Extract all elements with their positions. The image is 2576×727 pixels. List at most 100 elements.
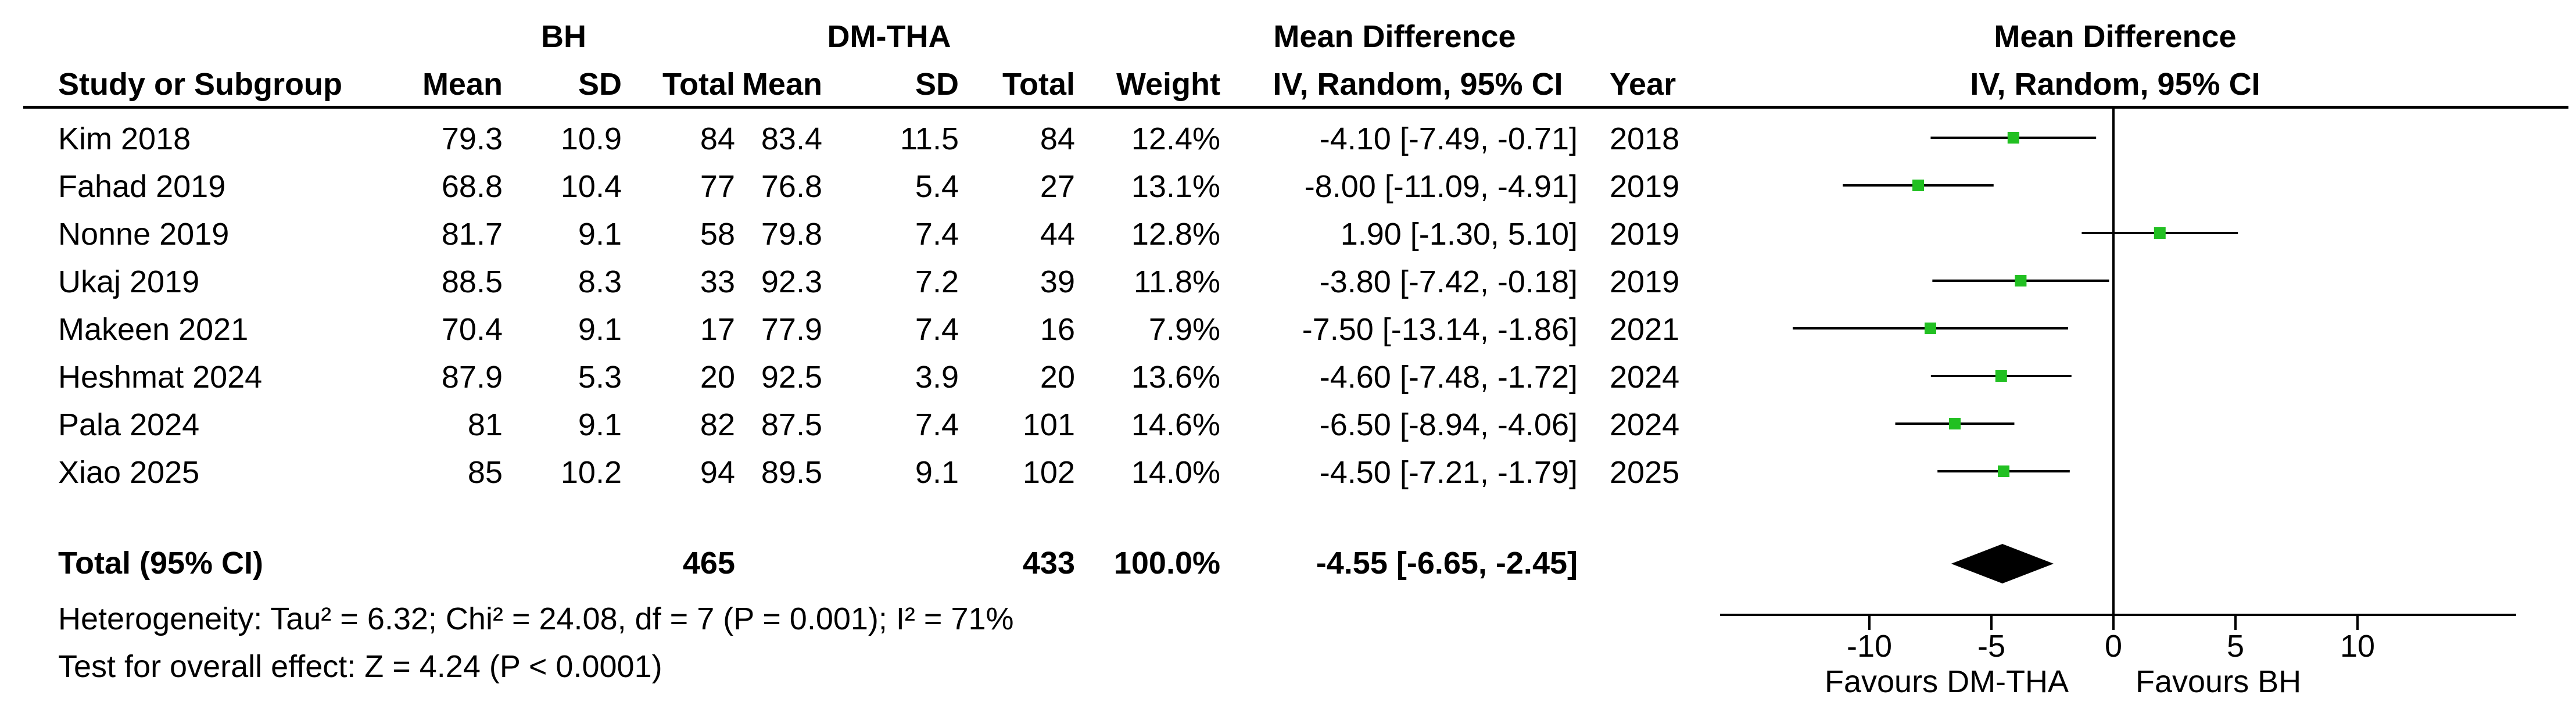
- cell-sd-bh: 10.4: [560, 169, 622, 204]
- cell-mean-dm: 92.3: [761, 264, 822, 299]
- cell-sd-dm: 9.1: [915, 455, 959, 490]
- cell-mean-dm: 79.8: [761, 217, 822, 252]
- cell-ci-text: -4.10 [-7.49, -0.71]: [1319, 121, 1578, 156]
- cell-total-dm: 44: [1040, 217, 1075, 252]
- study-point: [1949, 418, 1961, 429]
- cell-weight: 13.1%: [1131, 169, 1220, 204]
- cell-mean-dm: 87.5: [761, 407, 822, 442]
- cell-total-dm: 84: [1040, 121, 1075, 156]
- total-weight: 100.0%: [1113, 546, 1220, 581]
- x-tick-label: 10: [2340, 629, 2375, 664]
- cell-sd-bh: 10.9: [560, 121, 622, 156]
- cell-mean-dm: 83.4: [761, 121, 822, 156]
- cell-ci-text: -3.80 [-7.42, -0.18]: [1319, 264, 1578, 299]
- cell-name: Fahad 2019: [58, 169, 226, 204]
- cell-weight: 12.4%: [1131, 121, 1220, 156]
- x-tick-label: 5: [2227, 629, 2244, 664]
- cell-mean-bh: 81: [467, 407, 503, 442]
- cell-total-dm: 39: [1040, 264, 1075, 299]
- cell-total-bh: 33: [700, 264, 735, 299]
- cell-name: Ukaj 2019: [58, 264, 200, 299]
- header-sd-bh: SD: [578, 67, 622, 102]
- cell-total-bh: 58: [700, 217, 735, 252]
- cell-name: Nonne 2019: [58, 217, 230, 252]
- header-total-bh: Total: [662, 67, 735, 102]
- header-year: Year: [1610, 67, 1676, 102]
- cell-mean-bh: 88.5: [441, 264, 503, 299]
- cell-year: 2021: [1610, 312, 1680, 347]
- cell-ci-text: 1.90 [-1.30, 5.10]: [1340, 217, 1578, 252]
- cell-year: 2019: [1610, 217, 1680, 252]
- cell-weight: 14.6%: [1131, 407, 1220, 442]
- study-point: [1995, 370, 2007, 382]
- cell-year: 2025: [1610, 455, 1680, 490]
- cell-sd-bh: 5.3: [578, 360, 622, 395]
- cell-year: 2024: [1610, 360, 1680, 395]
- cell-sd-bh: 10.2: [560, 455, 622, 490]
- cell-mean-bh: 87.9: [441, 360, 503, 395]
- cell-mean-bh: 70.4: [441, 312, 503, 347]
- header-study: Study or Subgroup: [58, 67, 342, 102]
- header-weight: Weight: [1116, 67, 1220, 102]
- cell-weight: 14.0%: [1131, 455, 1220, 490]
- x-tick-label: -10: [1847, 629, 1892, 664]
- cell-ci-text: -6.50 [-8.94, -4.06]: [1319, 407, 1578, 442]
- favours-bh-label: Favours BH: [2136, 664, 2302, 699]
- cell-total-bh: 94: [700, 455, 735, 490]
- study-point: [1925, 323, 1936, 334]
- cell-total-bh: 84: [700, 121, 735, 156]
- cell-sd-dm: 7.4: [915, 217, 959, 252]
- cell-mean-dm: 76.8: [761, 169, 822, 204]
- cell-mean-dm: 89.5: [761, 455, 822, 490]
- cell-ci-text: -4.50 [-7.21, -1.79]: [1319, 455, 1578, 490]
- x-tick-label: -5: [1977, 629, 2005, 664]
- study-point: [2015, 275, 2027, 286]
- cell-mean-bh: 68.8: [441, 169, 503, 204]
- md-method-right: IV, Random, 95% CI: [1970, 67, 2260, 102]
- cell-sd-dm: 3.9: [915, 360, 959, 395]
- x-tick-label: 0: [2105, 629, 2122, 664]
- total-n-bh: 465: [682, 546, 735, 581]
- favours-dm-tha-label: Favours DM-THA: [1825, 664, 2069, 699]
- cell-name: Pala 2024: [58, 407, 200, 442]
- study-point: [1912, 180, 1924, 191]
- cell-total-dm: 101: [1022, 407, 1075, 442]
- cell-total-bh: 82: [700, 407, 735, 442]
- cell-sd-dm: 7.4: [915, 407, 959, 442]
- cell-year: 2024: [1610, 407, 1680, 442]
- cell-sd-bh: 9.1: [578, 217, 622, 252]
- total-n-dm: 433: [1022, 546, 1075, 581]
- pooled-diamond: [1951, 544, 2054, 583]
- header-mean-dm: Mean: [741, 67, 822, 102]
- cell-sd-bh: 9.1: [578, 407, 622, 442]
- cell-ci-text: -7.50 [-13.14, -1.86]: [1302, 312, 1578, 347]
- study-point: [1998, 465, 2009, 477]
- cell-total-dm: 20: [1040, 360, 1075, 395]
- cell-total-dm: 102: [1022, 455, 1075, 490]
- cell-name: Makeen 2021: [58, 312, 249, 347]
- cell-total-dm: 27: [1040, 169, 1075, 204]
- header-rule: [23, 106, 2568, 109]
- header-total-dm: Total: [1002, 67, 1075, 102]
- cell-mean-bh: 81.7: [441, 217, 503, 252]
- cell-weight: 7.9%: [1148, 312, 1220, 347]
- md-method-left: IV, Random, 95% CI: [1273, 67, 1563, 102]
- header-mean-bh: Mean: [422, 67, 503, 102]
- cell-total-dm: 16: [1040, 312, 1075, 347]
- cell-weight: 12.8%: [1131, 217, 1220, 252]
- heterogeneity-text: Heterogeneity: Tau² = 6.32; Chi² = 24.08…: [58, 601, 1014, 636]
- cell-mean-dm: 92.5: [761, 360, 822, 395]
- cell-mean-bh: 79.3: [441, 121, 503, 156]
- cell-sd-dm: 7.4: [915, 312, 959, 347]
- cell-ci-text: -4.60 [-7.48, -1.72]: [1319, 360, 1578, 395]
- cell-name: Heshmat 2024: [58, 360, 263, 395]
- cell-sd-dm: 5.4: [915, 169, 959, 204]
- cell-year: 2019: [1610, 169, 1680, 204]
- total-label: Total (95% CI): [58, 546, 264, 581]
- cell-total-bh: 20: [700, 360, 735, 395]
- cell-sd-bh: 8.3: [578, 264, 622, 299]
- cell-name: Xiao 2025: [58, 455, 200, 490]
- cell-mean-bh: 85: [467, 455, 503, 490]
